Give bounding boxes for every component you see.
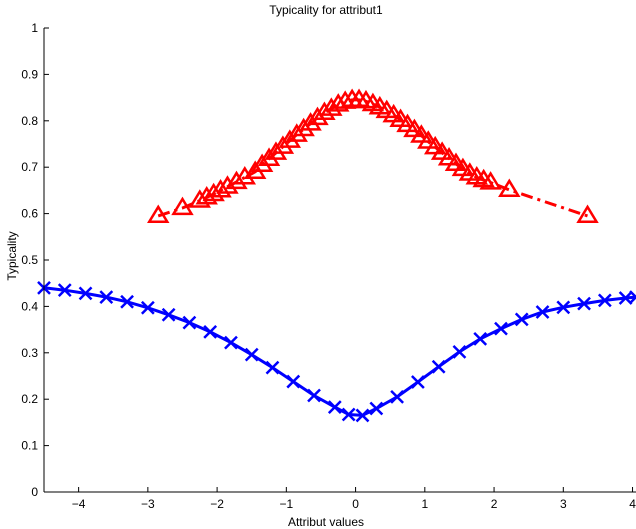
- series-1-point: [278, 129, 302, 148]
- series-2-point: [120, 294, 134, 309]
- series-1-point: [479, 171, 502, 190]
- y-tick-label: 0.2: [21, 392, 38, 406]
- series-1-point: [292, 117, 315, 137]
- series-2-point: [556, 300, 571, 315]
- series-2-point: [452, 344, 467, 359]
- series-2-point: [203, 325, 218, 339]
- x-tick-label: 2: [491, 497, 498, 511]
- series-2-point: [224, 335, 238, 350]
- x-tick-label: 1: [421, 497, 428, 511]
- y-tick-label: 0.8: [21, 114, 38, 128]
- series-1-point: [209, 178, 232, 198]
- series-2-point: [244, 347, 259, 362]
- series-2-point: [411, 375, 425, 389]
- series-1-point: [233, 165, 257, 185]
- series-2-point: [307, 388, 321, 403]
- series-1-point: [299, 112, 322, 131]
- y-tick-label: 0.1: [21, 439, 38, 453]
- series-2-point: [99, 290, 114, 305]
- series-2-point: [140, 300, 155, 315]
- series-2-point: [494, 321, 508, 336]
- x-tick-label: 0: [352, 497, 359, 511]
- x-tick-label: 3: [560, 497, 567, 511]
- series-1-point: [306, 106, 329, 126]
- x-tick-label: 4: [629, 497, 636, 511]
- series-1-point: [498, 178, 521, 198]
- y-tick-label: 1: [31, 21, 38, 35]
- series-2-point: [78, 286, 93, 301]
- series-2-point: [327, 400, 342, 414]
- series-2-point: [473, 331, 488, 346]
- series-2-point: [161, 307, 176, 322]
- x-tick-label: −1: [279, 497, 293, 511]
- series-2-point: [629, 290, 636, 305]
- series-2-point: [369, 401, 384, 416]
- series-1-point: [327, 93, 350, 112]
- series-2-point: [535, 305, 550, 319]
- series-2-point: [57, 283, 72, 298]
- y-tick-label: 0.4: [21, 299, 38, 313]
- plot-area: [37, 88, 636, 423]
- series-2-point: [431, 359, 446, 374]
- series-2-point: [182, 315, 197, 330]
- series-2-point: [390, 389, 405, 404]
- series-1-point: [410, 124, 433, 143]
- x-axis-label: Attribut values: [288, 515, 364, 529]
- y-tick-label: 0.6: [21, 207, 38, 221]
- series-2-point: [265, 360, 280, 375]
- series-1-point: [250, 153, 274, 172]
- x-tick-label: −2: [210, 497, 224, 511]
- y-tick-label: 0.7: [21, 160, 38, 174]
- series-1-point: [285, 123, 308, 142]
- series-2-point: [514, 312, 529, 327]
- y-tick-label: 0.9: [21, 67, 38, 81]
- series-2-point: [597, 293, 612, 308]
- axes: −4 −3 −2 −1 0 1 2 3 4 0 0.1 0.2 0.3 0.4 0.5 0.6 0.7 0.8 0.…: [21, 21, 636, 511]
- y-tick-label: 0.3: [21, 346, 38, 360]
- series-2-point: [577, 296, 591, 311]
- series-2-point: [341, 407, 356, 422]
- series-1-point: [257, 147, 281, 166]
- series-1-point: [271, 135, 295, 154]
- series-2-point: [355, 408, 370, 423]
- series-1-point: [171, 196, 194, 216]
- x-tick-label: −4: [72, 497, 86, 511]
- y-tick-label: 0.5: [21, 253, 38, 267]
- series-1-point: [216, 175, 239, 194]
- series-1-point: [264, 141, 288, 160]
- y-tick-label: 0: [31, 485, 38, 499]
- series-1-point: [147, 204, 170, 224]
- y-axis-label: Typicality: [5, 231, 19, 280]
- series-2-point: [286, 374, 301, 389]
- series-1-point: [576, 204, 599, 224]
- x-tick-label: −3: [141, 497, 155, 511]
- series-1-point: [333, 90, 357, 109]
- series-1-point: [225, 170, 248, 190]
- chart-title: Typicality for attribut1: [269, 3, 383, 17]
